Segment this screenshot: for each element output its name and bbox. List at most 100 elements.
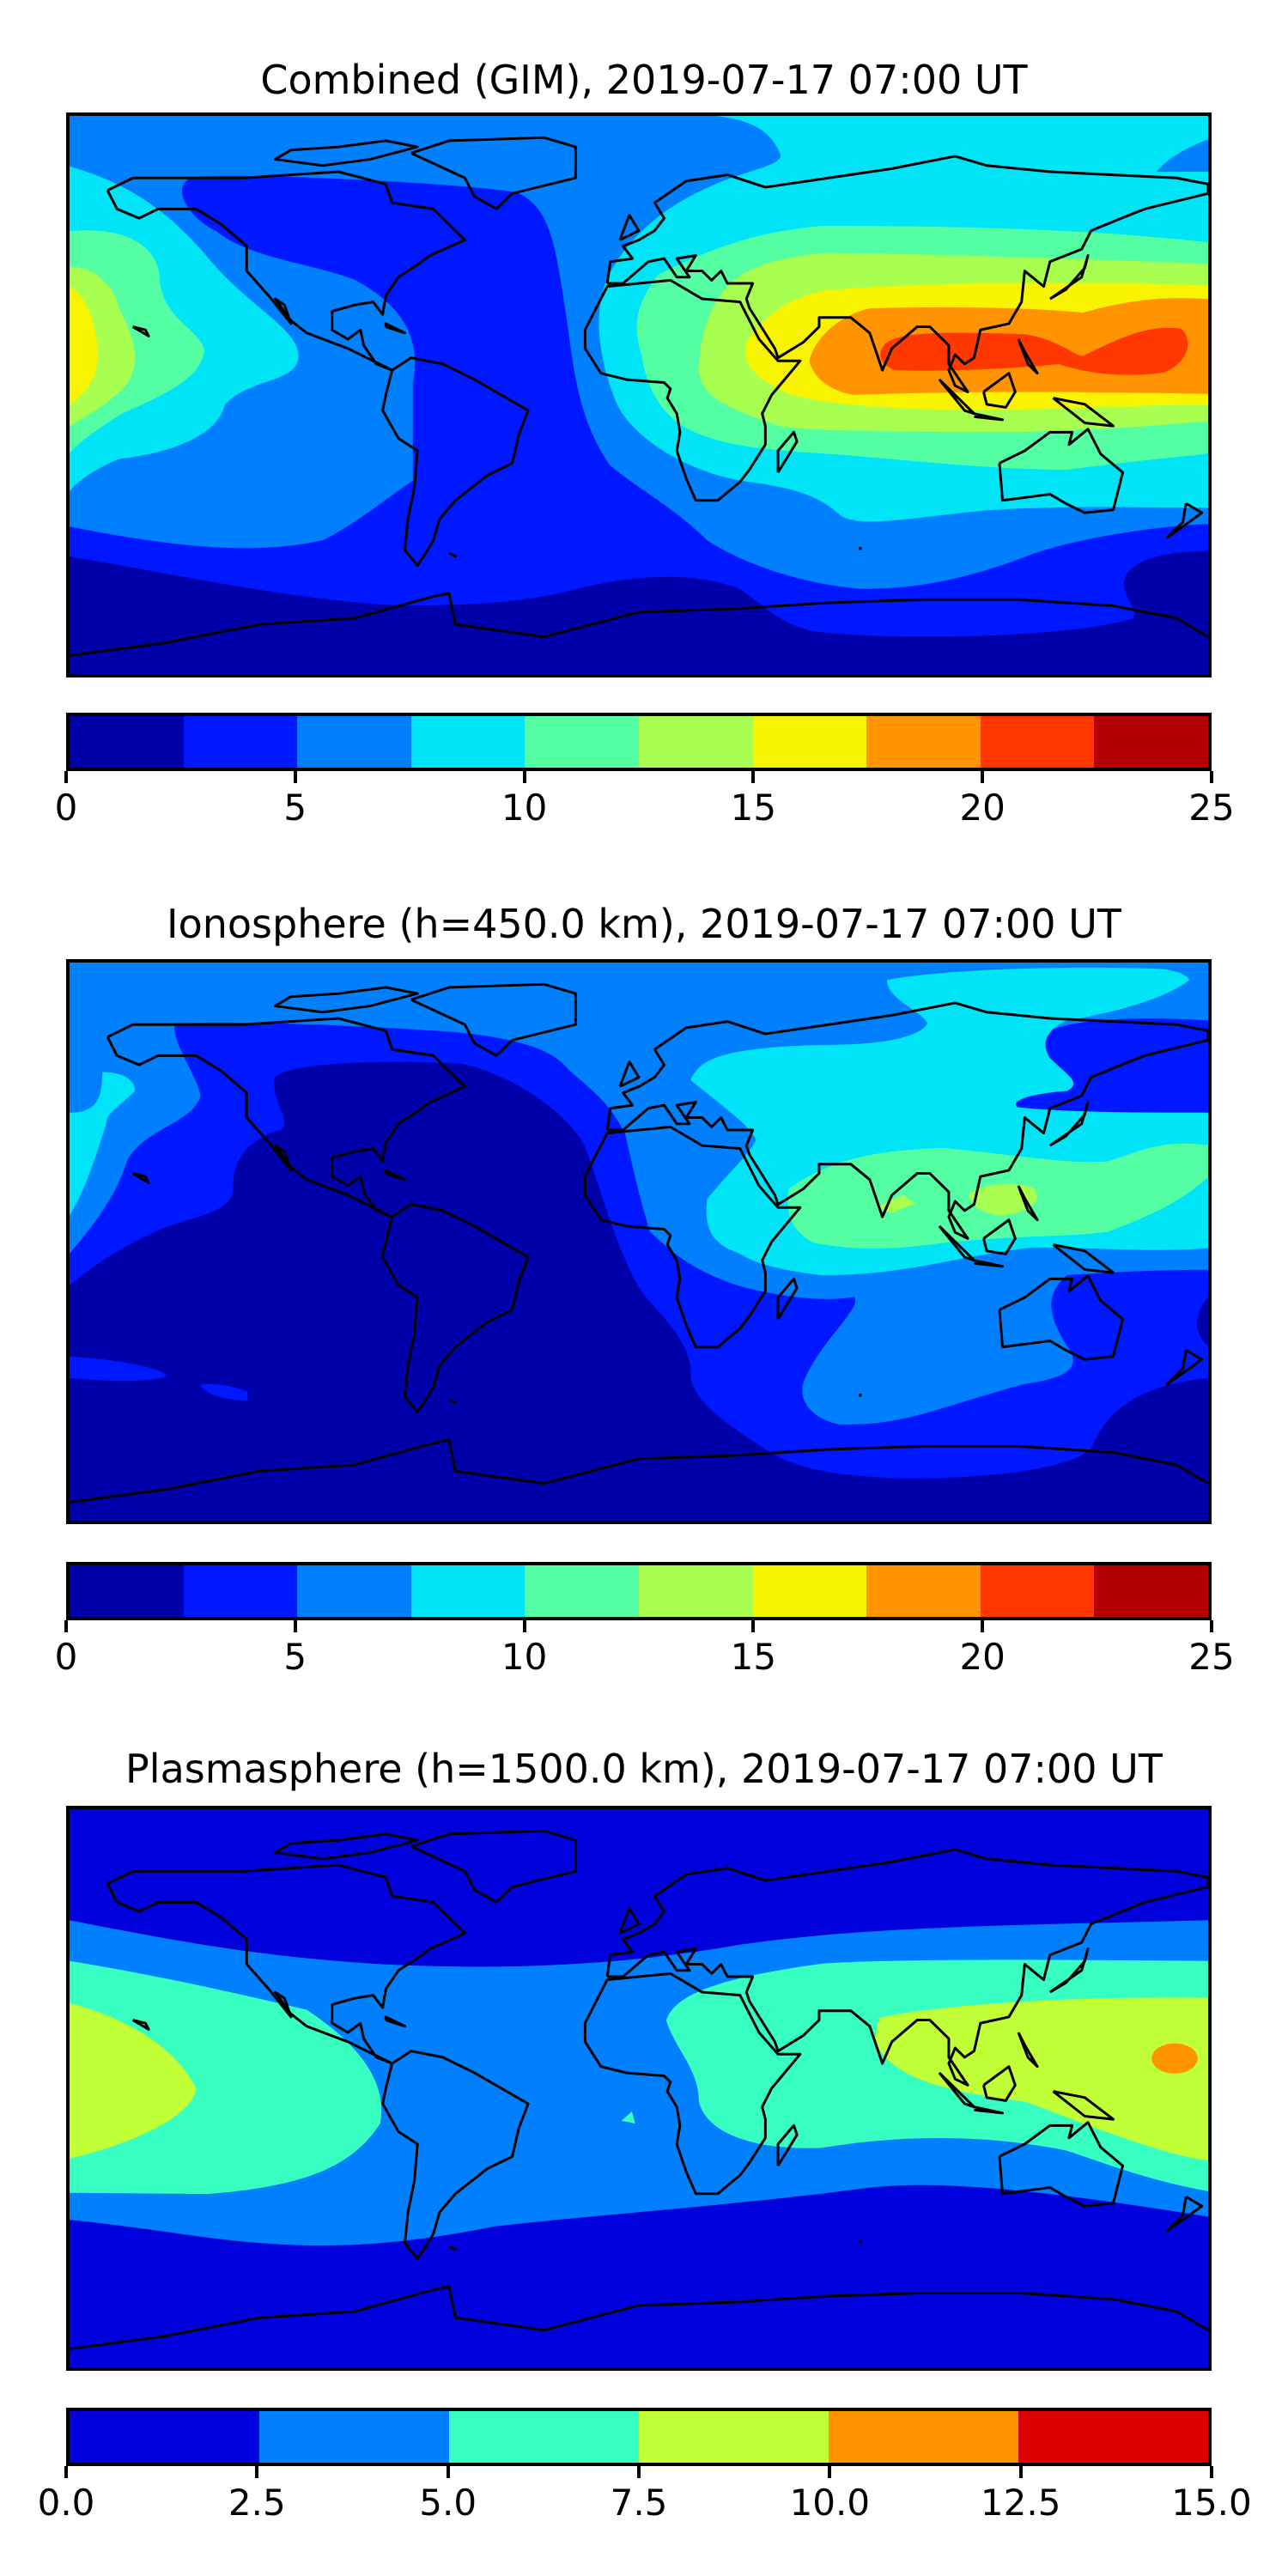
colorbar-tick-label: 0.0 (37, 2482, 95, 2524)
colorbar-tick-mark (255, 2466, 259, 2478)
coastline (585, 280, 799, 500)
coastline (1054, 1245, 1114, 1273)
colorbar-tick-mark (64, 2466, 68, 2478)
colorbar-tick-mark (522, 771, 526, 783)
coastline (1050, 256, 1088, 300)
contour-level-2 (70, 1960, 382, 2195)
colorbar-tick-label: 15 (730, 1636, 777, 1678)
colorbar-tick-label: 10.0 (789, 2482, 871, 2524)
coastline (778, 2125, 797, 2166)
panel-title-combined: Combined (GIM), 2019-07-17 07:00 UT (260, 57, 1028, 103)
coastline (778, 1279, 797, 1319)
colorbar-segment (980, 1565, 1095, 1617)
colorbar-segment (638, 1565, 753, 1617)
contour-level-3 (70, 2002, 197, 2160)
coastline (983, 2067, 1015, 2101)
colorbar-segment (525, 1565, 639, 1617)
coastline (999, 1276, 1123, 1360)
colorbar-segment (752, 716, 867, 768)
colorbar-tick-mark (981, 1620, 985, 1632)
coastline (939, 380, 975, 414)
colorbar-tick-label: 25 (1188, 1636, 1235, 1678)
colorbar-segment (639, 2411, 829, 2463)
colorbar-segment (1094, 1565, 1208, 1617)
colorbar-segment (1094, 716, 1208, 768)
map-plasmasphere (66, 1806, 1212, 2371)
contour-level-2 (621, 2111, 635, 2124)
coastline (386, 2017, 404, 2026)
colorbar-tick-label: 10 (501, 787, 548, 829)
coastline (70, 2287, 1208, 2348)
coastline (386, 324, 404, 333)
colorbar-tick-label: 0 (54, 787, 78, 829)
coastline (1050, 1949, 1088, 1993)
colorbar-segment (410, 716, 526, 768)
colorbar-segment (70, 716, 184, 768)
colorbar-tick-label: 15.0 (1171, 2482, 1252, 2524)
coastline (585, 1127, 799, 1346)
coastline (1167, 2196, 1202, 2231)
coastline (620, 1062, 639, 1087)
coastline (411, 137, 576, 209)
colorbar-segment (525, 716, 639, 768)
contour-level-6 (70, 285, 99, 405)
colorbar-segment (1018, 2411, 1208, 2463)
coastline (1167, 503, 1202, 538)
coastline (383, 1205, 528, 1413)
colorbar-tick-label: 5 (283, 1636, 307, 1678)
colorbar-segment (297, 1565, 411, 1617)
colorbar-tick-label: 20 (959, 787, 1005, 829)
colorbar-tick-mark (751, 771, 756, 783)
panel-title-plasmasphere: Plasmasphere (h=1500.0 km), 2019-07-17 0… (125, 1746, 1163, 1792)
colorbar-tick-mark (293, 1620, 297, 1632)
colorbar-tick-label: 25 (1188, 787, 1235, 829)
map-ionosphere (66, 959, 1212, 1524)
coastline (607, 1850, 1208, 2085)
coastline (449, 553, 455, 556)
coastline (386, 1170, 404, 1180)
colorbar-tick-mark (637, 2466, 641, 2478)
coastline (1054, 2092, 1114, 2120)
coastline (449, 1400, 455, 1403)
coastline (70, 1440, 1208, 1502)
coastline (999, 429, 1123, 513)
contour-level-8 (880, 327, 1188, 375)
coastlines (70, 137, 1208, 655)
colorbar-segment (297, 716, 411, 768)
coastlines (70, 1831, 1208, 2348)
colorbar-tick-label: 5.0 (419, 2482, 477, 2524)
colorbar-tick-label: 0 (54, 1636, 78, 1678)
coastline (1050, 1103, 1088, 1146)
coastline (620, 216, 639, 240)
colorbar-segment (752, 1565, 867, 1617)
coastline (133, 2020, 149, 2030)
coastline (607, 156, 1208, 392)
colorbar-tick-label: 20 (959, 1636, 1005, 1678)
colorbar-tick-mark (751, 1620, 756, 1632)
colorbar-tick-label: 7.5 (610, 2482, 668, 2524)
contour-level-1 (70, 1356, 168, 1382)
colorbar-segment (70, 2411, 259, 2463)
coastline (939, 1226, 975, 1261)
colorbar-tick-mark (64, 1620, 68, 1632)
colorbar-tick-label: 12.5 (980, 2482, 1061, 2524)
colorbar-segment (980, 716, 1095, 768)
colorbar-tick-mark (293, 771, 297, 783)
colorbar-tick-mark (64, 771, 68, 783)
coastline (620, 1909, 639, 1934)
contour-level-3 (70, 1072, 136, 1216)
coastline (107, 1865, 465, 2063)
colorbar-segment (866, 716, 981, 768)
colorbar-tick-label: 15 (730, 787, 777, 829)
coastline (974, 2107, 1002, 2113)
coastline (999, 2123, 1123, 2207)
colorbar-tick-mark (828, 2466, 832, 2478)
coastline (1054, 398, 1114, 427)
coastline (70, 593, 1208, 655)
contour-level-3 (874, 1997, 1208, 2160)
colorbar-segment (183, 716, 298, 768)
coastline (778, 432, 797, 472)
coastline (449, 2246, 455, 2250)
coastline (107, 1018, 465, 1217)
coastline (585, 1973, 799, 2193)
